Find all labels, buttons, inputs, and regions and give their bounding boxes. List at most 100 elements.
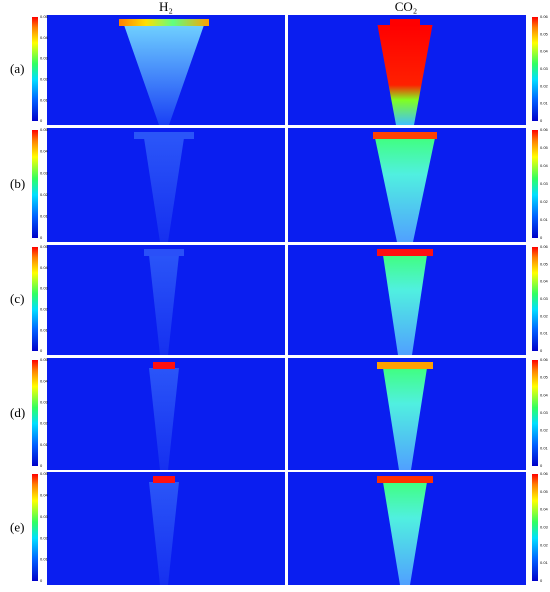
colorbar-tick-label: 0 [40, 235, 43, 240]
colorbar-tick-label: 0.04 [540, 49, 549, 54]
colorbar-tick-label: 0.06 [540, 14, 549, 19]
plume-cap [373, 132, 437, 139]
row-label: (d) [10, 405, 25, 420]
colorbar-tick-label: 0.03 [40, 399, 49, 404]
plume [144, 138, 184, 242]
plume-cap [134, 132, 194, 139]
colorbar-tick-label: 0.05 [40, 471, 49, 476]
panels [47, 15, 526, 585]
plume [383, 368, 427, 470]
colorbar-tick-label: 0 [40, 348, 43, 353]
plume-cap [144, 249, 184, 256]
colorbar [32, 130, 38, 238]
plume-cap [377, 249, 433, 256]
colorbar-tick-label: 0.03 [540, 66, 549, 71]
colorbar-tick-label: 0 [540, 235, 543, 240]
row-label: (c) [10, 291, 24, 306]
colorbar-tick-label: 0 [40, 578, 43, 583]
colorbar [32, 360, 38, 466]
colorbar-tick-label: 0.02 [40, 535, 49, 540]
plume [383, 255, 427, 355]
colorbar-tick-label: 0.02 [540, 542, 549, 547]
row-label: (a) [10, 61, 24, 76]
colorbar [532, 130, 538, 238]
colorbar-tick-label: 0.01 [40, 442, 49, 447]
colorbar-tick-label: 0.02 [540, 199, 549, 204]
colorbar-tick-label: 0.05 [40, 14, 49, 19]
plume [375, 138, 435, 242]
colorbar-tick-label: 0.04 [40, 149, 49, 154]
colorbar-tick-label: 0.01 [40, 97, 49, 102]
plume-cap [153, 476, 175, 483]
colorbar-tick-label: 0.05 [540, 261, 549, 266]
colorbar-tick-label: 0.02 [40, 306, 49, 311]
colorbar-tick-label: 0.05 [40, 357, 49, 362]
colorbar-tick-label: 0.04 [40, 265, 49, 270]
colorbar-tick-label: 0.04 [540, 163, 549, 168]
colorbar-tick-label: 0.05 [540, 489, 549, 494]
colorbar-tick-label: 0.06 [540, 244, 549, 249]
colorbar-tick-label: 0.01 [40, 327, 49, 332]
colorbar-tick-label: 0.03 [40, 56, 49, 61]
colorbar-tick-label: 0.05 [540, 375, 549, 380]
row-label: (b) [10, 176, 25, 191]
colorbar-tick-label: 0.04 [40, 492, 49, 497]
row-label: (e) [10, 519, 24, 534]
colorbar [532, 474, 538, 581]
column-title: H₂ [159, 0, 173, 14]
plume [377, 25, 433, 125]
plume-cap [153, 362, 175, 369]
colorbar-tick-label: 0.04 [540, 279, 549, 284]
plume-cap [119, 19, 209, 26]
colorbar-tick-label: 0.02 [40, 192, 49, 197]
colorbar-tick-label: 0.02 [540, 428, 549, 433]
plume [149, 255, 179, 355]
colorbar-tick-label: 0.01 [540, 560, 549, 565]
colorbar-tick-label: 0.04 [40, 35, 49, 40]
colorbar-tick-label: 0.05 [540, 145, 549, 150]
colorbar-tick-label: 0.01 [40, 213, 49, 218]
colorbar-tick-label: 0.01 [540, 331, 549, 336]
colorbar-tick-label: 0 [540, 348, 543, 353]
colorbar-tick-label: 0.01 [540, 217, 549, 222]
colorbar-tick-label: 0.03 [40, 514, 49, 519]
colorbar-tick-label: 0 [540, 118, 543, 123]
colorbar-tick-label: 0.04 [40, 378, 49, 383]
colorbar [32, 474, 38, 581]
colorbar-tick-label: 0.06 [540, 357, 549, 362]
colorbar-tick-label: 0.01 [540, 445, 549, 450]
plume [383, 482, 427, 585]
colorbar-tick-label: 0.05 [40, 244, 49, 249]
plume [149, 482, 179, 585]
colorbar-tick-label: 0.05 [540, 31, 549, 36]
colorbar [532, 17, 538, 121]
plume-cap [390, 19, 420, 26]
colorbar-tick-label: 0 [540, 578, 543, 583]
plume-cap [377, 476, 433, 483]
colorbar-tick-label: 0.03 [540, 181, 549, 186]
colorbar-tick-label: 0.06 [540, 127, 549, 132]
colorbar-tick-label: 0.03 [540, 296, 549, 301]
plume-cap [377, 362, 433, 369]
colorbar-tick-label: 0.03 [540, 525, 549, 530]
colorbar-tick-label: 0 [540, 463, 543, 468]
colorbar [32, 247, 38, 351]
colorbar-tick-label: 0 [40, 463, 43, 468]
colorbar-tick-label: 0.01 [40, 557, 49, 562]
colorbar [532, 360, 538, 466]
colorbar [532, 247, 538, 351]
colorbar-tick-label: 0.05 [40, 127, 49, 132]
colorbar-tick-label: 0.02 [540, 313, 549, 318]
colorbar-tick-label: 0.03 [540, 410, 549, 415]
colorbar-tick-label: 0.02 [40, 421, 49, 426]
colorbar-tick-label: 0 [40, 118, 43, 123]
colorbar-tick-label: 0.02 [40, 76, 49, 81]
colorbar-tick-label: 0.03 [40, 286, 49, 291]
column-title: CO₂ [395, 0, 418, 14]
plume [149, 368, 179, 470]
colorbar-tick-label: 0.01 [540, 101, 549, 106]
colorbar [32, 17, 38, 121]
colorbar-tick-label: 0.02 [540, 83, 549, 88]
colorbar-tick-label: 0.04 [540, 507, 549, 512]
